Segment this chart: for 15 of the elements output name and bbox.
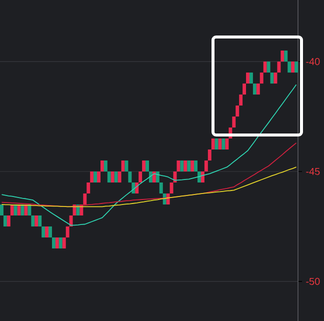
candlestick (146, 160, 149, 172)
candlestick (184, 160, 188, 172)
candlestick (100, 160, 104, 172)
candlestick (176, 160, 180, 172)
candlestick (187, 160, 191, 172)
candlestick (190, 160, 194, 172)
y-tick-label: -45 (306, 168, 320, 175)
candlestick (180, 160, 184, 172)
y-tick-label: -40 (306, 58, 320, 66)
candlestick (124, 160, 128, 172)
candlestick (194, 160, 198, 172)
y-tick-label: -50 (306, 278, 320, 285)
candlestick (104, 160, 108, 172)
candlestick (142, 160, 146, 172)
candlestick (204, 160, 208, 172)
